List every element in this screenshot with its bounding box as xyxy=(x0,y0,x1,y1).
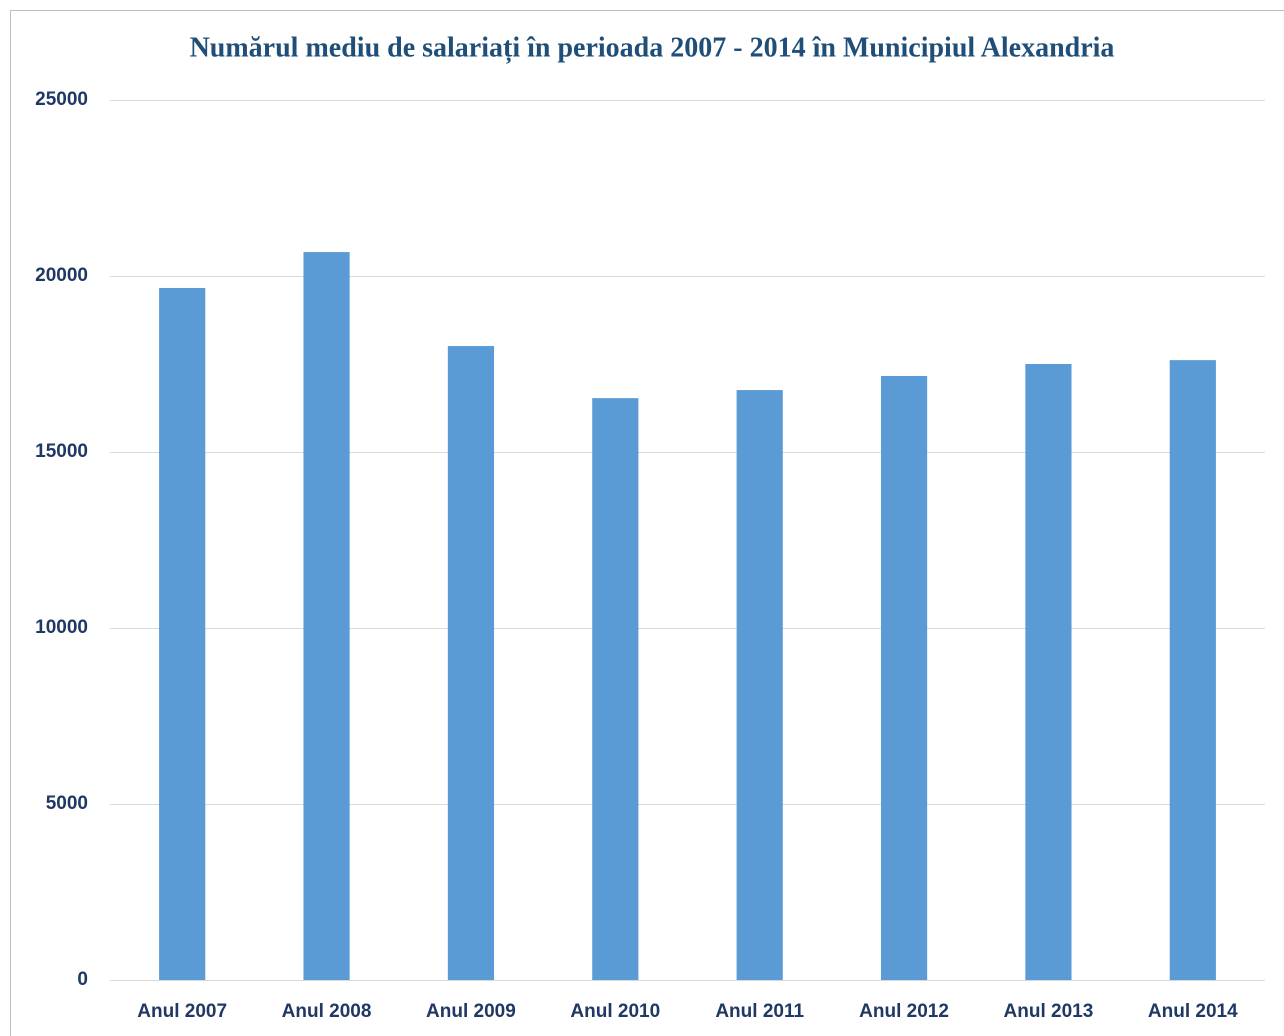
bar xyxy=(880,375,928,980)
x-tick-label: Anul 2010 xyxy=(570,1001,660,1022)
bar xyxy=(592,398,639,980)
y-tick-label: 15000 xyxy=(35,441,88,462)
y-tick-label: 5000 xyxy=(46,793,88,814)
chart-border xyxy=(10,10,1284,1036)
x-tick-label: Anul 2013 xyxy=(1004,1001,1094,1022)
chart-title: Numărul mediu de salariați în perioada 2… xyxy=(190,32,1115,63)
x-tick-label: Anul 2009 xyxy=(426,1001,516,1022)
y-tick-label: 20000 xyxy=(35,265,88,286)
x-tick-label: Anul 2014 xyxy=(1148,1001,1238,1022)
y-tick-label: 0 xyxy=(77,969,88,990)
y-tick-label: 10000 xyxy=(35,617,88,638)
x-tick-label: Anul 2008 xyxy=(282,1001,372,1022)
x-tick-label: Anul 2012 xyxy=(859,1001,949,1022)
bar xyxy=(303,252,350,981)
x-tick-label: Anul 2007 xyxy=(137,1001,227,1022)
y-tick-label: 25000 xyxy=(35,89,88,110)
bar xyxy=(736,390,783,981)
bar xyxy=(1025,364,1072,980)
bar xyxy=(159,287,206,980)
bar xyxy=(1169,360,1216,980)
x-tick-label: Anul 2011 xyxy=(715,1001,804,1022)
bar xyxy=(447,346,495,981)
